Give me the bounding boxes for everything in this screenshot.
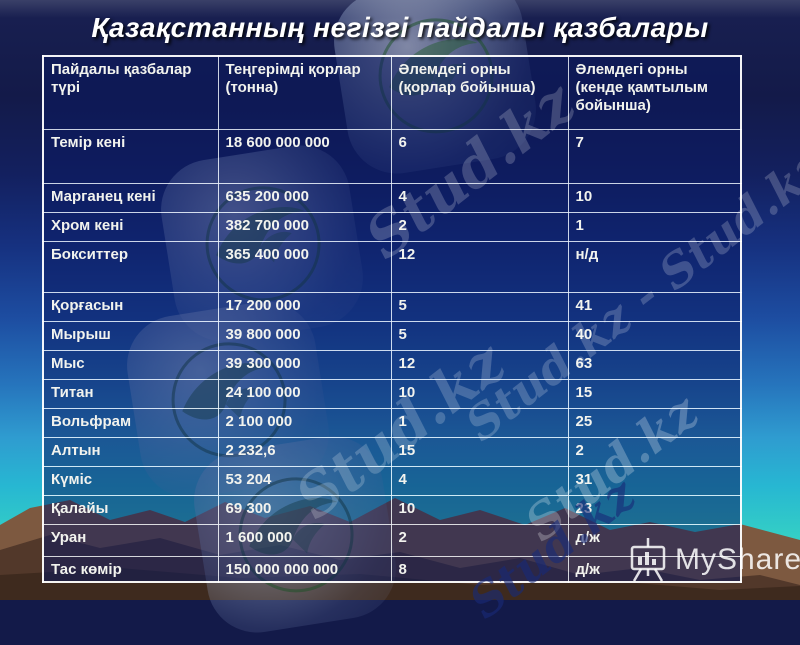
cell-rank-reserves: 5 bbox=[390, 320, 569, 351]
table-row: Мыс 39 300 000 12 63 bbox=[42, 349, 742, 380]
myshared-watermark: MyShared bbox=[630, 538, 800, 582]
minerals-table: Пайдалы қазбалар түрі Теңгерімді қорлар … bbox=[42, 55, 742, 583]
column-header-mineral-type: Пайдалы қазбалар түрі bbox=[42, 55, 219, 130]
table-row: Тас көмір 150 000 000 000 8 д/ж bbox=[42, 555, 742, 583]
cell-mineral-name: Алтын bbox=[42, 436, 219, 467]
cell-mineral-name: Мырыш bbox=[42, 320, 219, 351]
cell-rank-content: н/д bbox=[567, 240, 742, 293]
cell-mineral-name: Вольфрам bbox=[42, 407, 219, 438]
cell-rank-content: 40 bbox=[567, 320, 742, 351]
cell-rank-reserves: 2 bbox=[390, 211, 569, 242]
table-row: Марганец кені 635 200 000 4 10 bbox=[42, 182, 742, 213]
cell-reserves: 2 232,6 bbox=[217, 436, 392, 467]
cell-mineral-name: Уран bbox=[42, 523, 219, 557]
table-row: Алтын 2 232,6 15 2 bbox=[42, 436, 742, 467]
table-row: Хром кені 382 700 000 2 1 bbox=[42, 211, 742, 242]
cell-rank-content: д/ж bbox=[567, 523, 742, 557]
cell-reserves: 17 200 000 bbox=[217, 291, 392, 322]
cell-mineral-name: Тас көмір bbox=[42, 555, 219, 583]
cell-reserves: 69 300 bbox=[217, 494, 392, 525]
table-row: Титан 24 100 000 10 15 bbox=[42, 378, 742, 409]
cell-rank-reserves: 10 bbox=[390, 494, 569, 525]
cell-mineral-name: Хром кені bbox=[42, 211, 219, 242]
cell-reserves: 635 200 000 bbox=[217, 182, 392, 213]
presentation-easel-icon bbox=[630, 538, 666, 582]
cell-reserves: 1 600 000 bbox=[217, 523, 392, 557]
cell-rank-reserves: 5 bbox=[390, 291, 569, 322]
table-row: Вольфрам 2 100 000 1 25 bbox=[42, 407, 742, 438]
cell-reserves: 2 100 000 bbox=[217, 407, 392, 438]
cell-rank-reserves: 6 bbox=[390, 128, 569, 184]
cell-rank-content: 25 bbox=[567, 407, 742, 438]
cell-mineral-name: Қорғасын bbox=[42, 291, 219, 322]
table-header-row: Пайдалы қазбалар түрі Теңгерімді қорлар … bbox=[42, 55, 742, 130]
cell-rank-content: 41 bbox=[567, 291, 742, 322]
table-row: Темір кені 18 600 000 000 6 7 bbox=[42, 128, 742, 184]
cell-reserves: 365 400 000 bbox=[217, 240, 392, 293]
page-title: Қазақстанның негізгі пайдалы қазбалары bbox=[91, 12, 709, 43]
cell-rank-reserves: 15 bbox=[390, 436, 569, 467]
cell-rank-content: 1 bbox=[567, 211, 742, 242]
cell-rank-content: 15 bbox=[567, 378, 742, 409]
cell-mineral-name: Темір кені bbox=[42, 128, 219, 184]
table-row: Қалайы 69 300 10 23 bbox=[42, 494, 742, 525]
cell-reserves: 39 800 000 bbox=[217, 320, 392, 351]
cell-reserves: 53 204 bbox=[217, 465, 392, 496]
cell-rank-reserves: 4 bbox=[390, 465, 569, 496]
cell-rank-reserves: 1 bbox=[390, 407, 569, 438]
table-row: Уран 1 600 000 2 д/ж bbox=[42, 523, 742, 557]
myshared-label: MyShared bbox=[675, 543, 800, 576]
table-row: Қорғасын 17 200 000 5 41 bbox=[42, 291, 742, 322]
cell-mineral-name: Қалайы bbox=[42, 494, 219, 525]
cell-mineral-name: Титан bbox=[42, 378, 219, 409]
cell-rank-reserves: 10 bbox=[390, 378, 569, 409]
cell-rank-content: 2 bbox=[567, 436, 742, 467]
cell-mineral-name: Күміс bbox=[42, 465, 219, 496]
column-header-reserves: Теңгерімді қорлар (тонна) bbox=[217, 55, 392, 130]
column-header-world-rank-content: Әлемдегі орны (кенде қамтылым бойынша) bbox=[567, 55, 742, 130]
minerals-table-container: Пайдалы қазбалар түрі Теңгерімді қорлар … bbox=[42, 55, 742, 583]
cell-rank-reserves: 8 bbox=[390, 555, 569, 583]
column-header-world-rank-reserves: Әлемдегі орны (қорлар бойынша) bbox=[390, 55, 569, 130]
cell-rank-content: 10 bbox=[567, 182, 742, 213]
cell-reserves: 24 100 000 bbox=[217, 378, 392, 409]
cell-mineral-name: Бокситтер bbox=[42, 240, 219, 293]
cell-rank-content: 23 bbox=[567, 494, 742, 525]
cell-reserves: 18 600 000 000 bbox=[217, 128, 392, 184]
cell-rank-reserves: 12 bbox=[390, 349, 569, 380]
cell-rank-content: 7 bbox=[567, 128, 742, 184]
table-row: Мырыш 39 800 000 5 40 bbox=[42, 320, 742, 351]
cell-reserves: 150 000 000 000 bbox=[217, 555, 392, 583]
table-row: Күміс 53 204 4 31 bbox=[42, 465, 742, 496]
cell-rank-reserves: 12 bbox=[390, 240, 569, 293]
cell-reserves: 39 300 000 bbox=[217, 349, 392, 380]
cell-rank-reserves: 4 bbox=[390, 182, 569, 213]
cell-reserves: 382 700 000 bbox=[217, 211, 392, 242]
cell-rank-content: 63 bbox=[567, 349, 742, 380]
table-row: Бокситтер 365 400 000 12 н/д bbox=[42, 240, 742, 293]
cell-mineral-name: Мыс bbox=[42, 349, 219, 380]
cell-mineral-name: Марганец кені bbox=[42, 182, 219, 213]
cell-rank-reserves: 2 bbox=[390, 523, 569, 557]
cell-rank-content: 31 bbox=[567, 465, 742, 496]
